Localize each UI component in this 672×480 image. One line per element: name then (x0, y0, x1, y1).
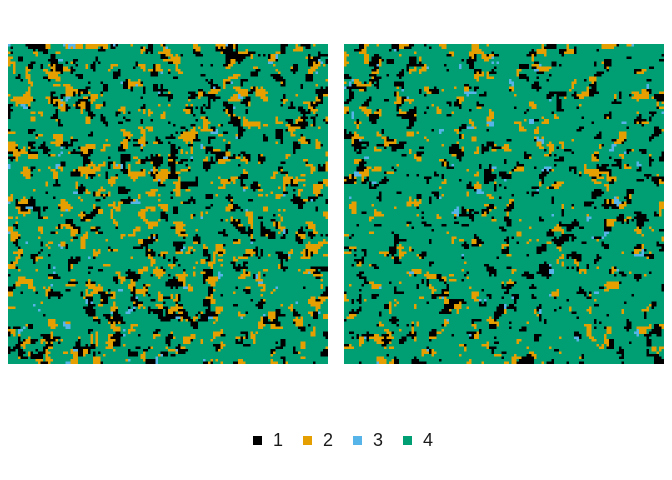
raster-panel-1-cells (8, 44, 328, 364)
legend-label-2: 2 (322, 430, 333, 450)
legend-item-4: 4 (403, 431, 433, 449)
legend-key-2 (302, 435, 312, 445)
legend-key-3 (353, 435, 362, 445)
legend-item-1: 1 (252, 430, 283, 450)
legend: 1 2 3 4 (0, 428, 672, 452)
legend-item-2: 2 (302, 430, 333, 450)
raster-panel-2 (344, 44, 664, 364)
legend-key-4 (403, 435, 413, 445)
legend-item-3: 3 (353, 431, 383, 449)
raster-panel-2-cells (344, 44, 664, 364)
legend-label-3: 3 (373, 430, 384, 450)
raster-panel-1 (8, 44, 328, 364)
legend-label-1: 1 (272, 430, 283, 450)
legend-label-4: 4 (423, 430, 434, 450)
legend-key-1 (252, 435, 262, 445)
